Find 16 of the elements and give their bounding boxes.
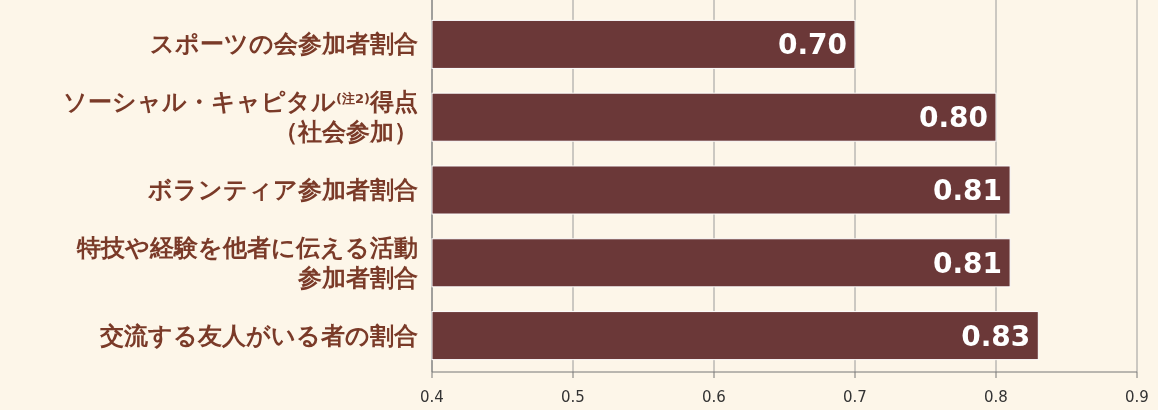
x-tick-label: 0.9: [1125, 388, 1149, 406]
x-tick-label: 0.4: [420, 388, 444, 406]
y-tick-label: 特技や経験を他者に伝える活動参加者割合: [76, 233, 418, 292]
y-tick-label: ソーシャル・キャピタル$^{(注2)}$得点（社会参加）: [63, 88, 418, 147]
x-tick-label: 0.5: [561, 388, 585, 406]
y-tick-label: スポーツの会参加者割合: [150, 30, 418, 59]
x-tick-label: 0.8: [984, 388, 1008, 406]
data-label: 0.83: [961, 319, 1031, 353]
data-label: 0.70: [777, 28, 847, 62]
y-tick-label: 交流する友人がいる者の割合: [99, 321, 418, 350]
x-tick-label: 0.6: [702, 388, 726, 406]
data-label: 0.80: [918, 101, 988, 135]
data-label: 0.81: [933, 246, 1003, 280]
y-tick-label: ボランティア参加者割合: [147, 176, 418, 204]
x-tick-label: 0.7: [843, 388, 867, 406]
data-label: 0.81: [933, 174, 1003, 207]
